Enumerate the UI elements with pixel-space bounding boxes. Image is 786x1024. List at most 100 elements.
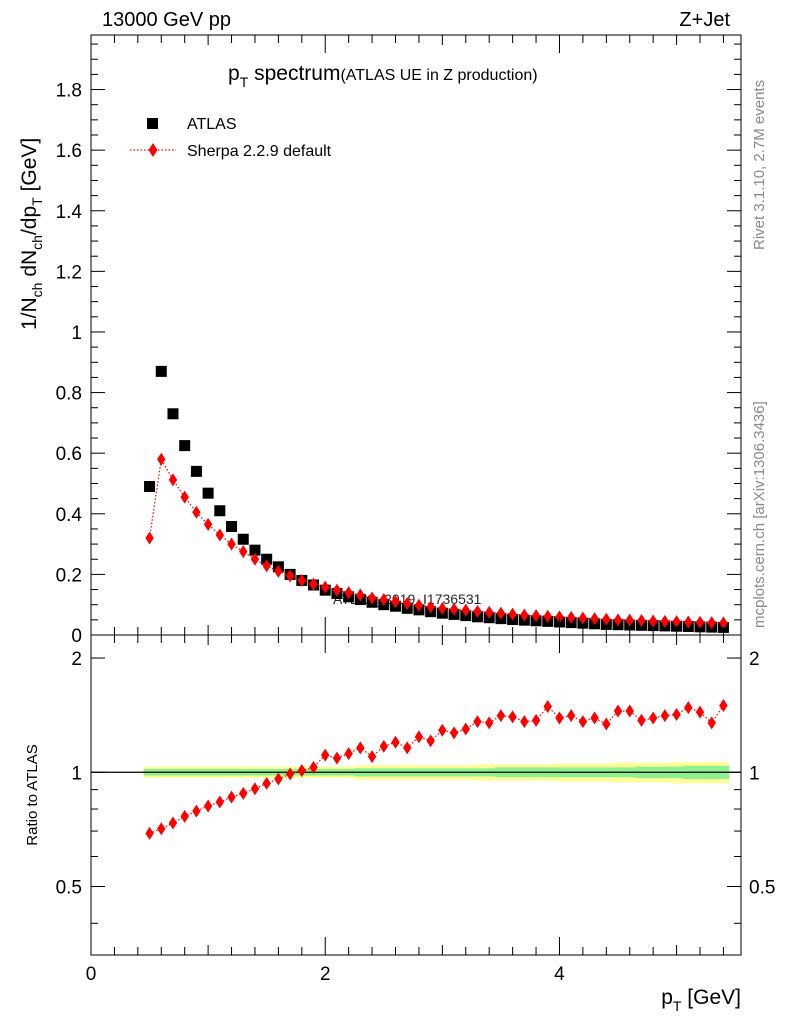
sherpa-data-point: [403, 596, 412, 610]
sherpa-data-point: [484, 605, 494, 619]
sherpa-ratio-point: [602, 717, 611, 731]
sherpa-ratio-point: [356, 741, 365, 755]
sherpa-data-point: [239, 545, 248, 559]
sherpa-data-point: [168, 473, 178, 487]
sherpa-ratio-point: [203, 799, 213, 813]
top-y-tick-label: 0.2: [56, 565, 82, 586]
sherpa-ratio-point: [321, 748, 330, 762]
sherpa-ratio-point: [192, 804, 201, 818]
sherpa-ratio-point: [297, 764, 307, 778]
sherpa-data-point: [684, 615, 693, 629]
atlas-data-point: [190, 465, 202, 477]
sherpa-ratio-point: [672, 707, 681, 721]
sherpa-ratio-point: [168, 816, 178, 830]
atlas-data-point: [249, 544, 261, 556]
sherpa-ratio-point: [566, 709, 576, 723]
atlas-data-point: [167, 408, 179, 420]
legend-sherpa-label: Sherpa 2.2.9 default: [187, 143, 332, 160]
ratio-y-tick-label-left: 0.5: [56, 878, 82, 899]
top-y-tick-label: 0.8: [56, 384, 82, 405]
top-y-tick-label: 0: [71, 626, 82, 647]
sherpa-ratio-point: [613, 704, 623, 718]
x-axis-label: pT [GeV]: [661, 986, 741, 1014]
atlas-data-point: [261, 553, 273, 565]
ratio-y-tick-label-left: 2: [71, 649, 82, 670]
sherpa-ratio-point: [625, 704, 634, 718]
sherpa-data-point: [227, 537, 236, 551]
atlas-data-point: [226, 521, 238, 533]
atlas-data-point: [237, 533, 249, 545]
sherpa-ratio-point: [461, 722, 470, 736]
sherpa-ratio-point: [157, 822, 166, 836]
top-y-tick-label: 1.6: [56, 141, 82, 162]
sherpa-data-point: [367, 591, 377, 605]
sherpa-ratio-point: [590, 711, 599, 725]
legend-sherpa-marker: [148, 143, 158, 157]
sherpa-ratio-point: [285, 767, 295, 781]
legend: ATLAS Sherpa 2.2.9 default: [130, 116, 332, 160]
sherpa-data-point: [449, 602, 459, 616]
sherpa-data-point: [414, 598, 424, 612]
sherpa-data-point: [520, 608, 529, 622]
sherpa-data-point: [508, 607, 517, 621]
sherpa-data-point: [566, 610, 576, 624]
ratio-y-axis-label: Ratio to ATLAS: [24, 744, 41, 845]
sherpa-data-point: [426, 600, 435, 614]
sherpa-data-point: [578, 611, 588, 625]
sherpa-ratio-point: [332, 751, 342, 765]
mcplots-source-label: mcplots.cern.ch [arXiv:1306.3436]: [751, 401, 768, 628]
sherpa-ratio-point: [274, 772, 283, 786]
sherpa-ratio-point: [227, 790, 236, 804]
rivet-version-label: Rivet 3.1.10, 2.7M events: [751, 80, 768, 250]
sherpa-data-point: [637, 613, 646, 627]
top-y-tick-label: 1: [71, 323, 82, 344]
top-y-axis-label: 1/Nch dNch/dpT [GeV]: [18, 138, 45, 330]
sherpa-ratio-point: [262, 776, 271, 790]
sherpa-data-point: [145, 531, 154, 545]
sherpa-data-point: [285, 569, 295, 583]
sherpa-ratio-point: [438, 723, 447, 737]
sherpa-data-point: [309, 577, 318, 591]
sherpa-data-point: [438, 601, 447, 615]
sherpa-ratio-point: [473, 715, 482, 729]
sherpa-ratio-point: [239, 786, 248, 800]
sherpa-data-point: [496, 606, 506, 620]
x-tick-label: 2: [320, 964, 331, 985]
sherpa-data-point: [672, 615, 681, 629]
sherpa-data-point: [262, 559, 271, 573]
top-y-tick-label: 0.6: [56, 444, 82, 465]
energy-label: 13000 GeV pp: [102, 9, 231, 31]
atlas-data-point: [144, 481, 156, 493]
sherpa-data-point: [250, 552, 260, 566]
sherpa-ratio-point: [543, 700, 552, 714]
atlas-data-point: [179, 440, 191, 452]
atlas-data-point: [214, 505, 226, 517]
sherpa-ratio-point: [496, 709, 506, 723]
sherpa-ratio-point: [449, 726, 459, 740]
sherpa-ratio-point: [660, 709, 670, 723]
sherpa-data-point: [543, 609, 552, 623]
sherpa-ratio-point: [695, 705, 705, 719]
top-y-tick-label: 0.4: [56, 505, 83, 526]
sherpa-data-point: [625, 613, 634, 627]
sherpa-data-point: [344, 586, 353, 600]
sherpa-data-point: [707, 616, 716, 630]
sherpa-ratio-point: [145, 826, 154, 840]
sherpa-data-point: [192, 505, 201, 519]
atlas-data-point: [155, 365, 167, 377]
sherpa-ratio-point: [555, 711, 564, 725]
sherpa-ratio-point: [367, 750, 377, 764]
legend-atlas-marker: [147, 118, 158, 129]
sherpa-ratio-point: [180, 809, 189, 823]
sherpa-data-point: [215, 528, 225, 542]
ratio-y-tick-label-right: 0.5: [749, 878, 775, 899]
sherpa-ratio-point: [648, 711, 658, 725]
legend-atlas-label: ATLAS: [187, 116, 237, 133]
sherpa-data-point: [321, 580, 330, 594]
sherpa-data-point: [695, 615, 705, 629]
sherpa-data-point: [356, 588, 365, 602]
sherpa-data-point: [555, 610, 564, 624]
ratio-y-tick-label-left: 1: [71, 763, 82, 784]
sherpa-ratio-point: [508, 710, 517, 724]
